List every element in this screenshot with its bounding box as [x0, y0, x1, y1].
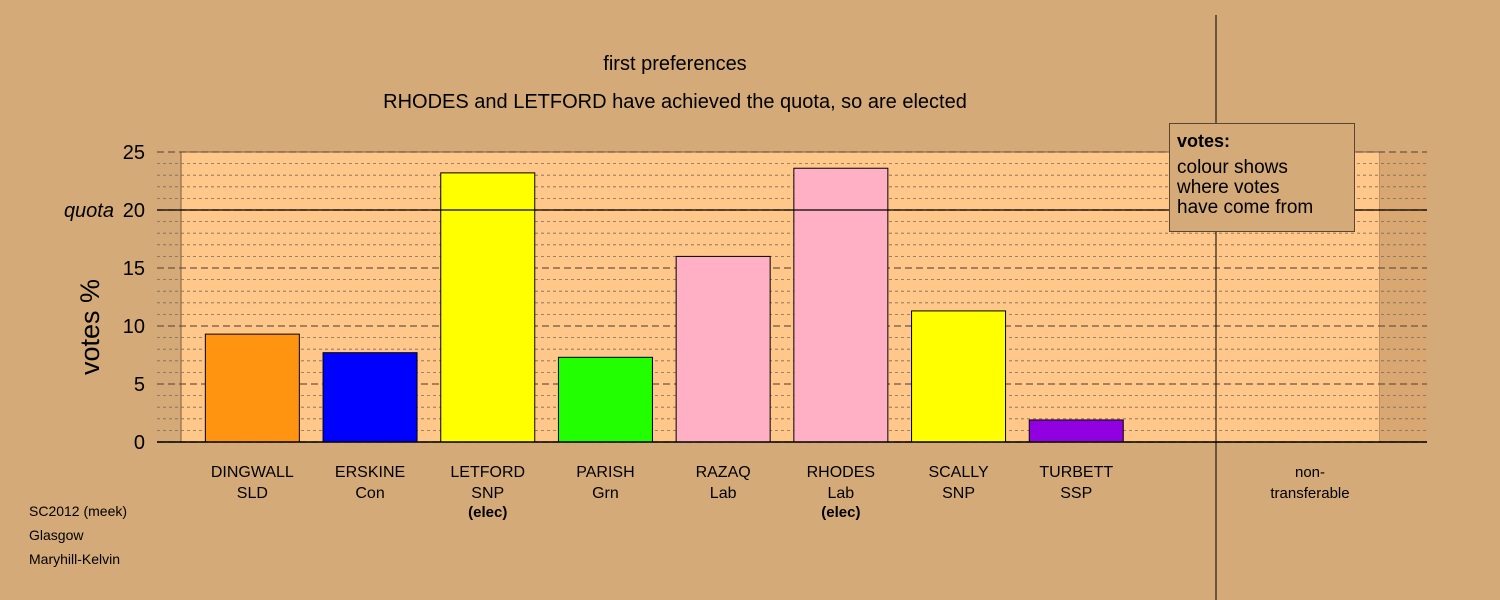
- elected-label: (elec): [821, 504, 860, 521]
- y-tick-label: 5: [134, 374, 145, 396]
- party-label: Lab: [710, 485, 737, 502]
- y-tick-label: 20: [123, 200, 145, 222]
- y-tick-label: 0: [134, 432, 145, 454]
- candidate-name: RHODES: [807, 464, 875, 481]
- y-axis-label: votes %: [75, 279, 105, 375]
- bar: [204, 333, 300, 443]
- elected-label: (elec): [468, 504, 507, 521]
- party-label: Con: [355, 485, 384, 502]
- candidate-name: SCALLY: [928, 464, 989, 481]
- legend-title: votes:: [1177, 131, 1231, 151]
- chart-title: first preferences: [603, 53, 746, 75]
- caption-method: SC2012 (meek): [29, 503, 128, 519]
- candidate-name: DINGWALL: [211, 464, 294, 481]
- non-transferable-label: non-: [1295, 464, 1325, 481]
- quota-label: quota: [64, 200, 114, 222]
- bar: [675, 255, 771, 443]
- party-label: SNP: [471, 485, 504, 502]
- candidate-name: RAZAQ: [696, 464, 751, 481]
- legend-line: have come from: [1177, 197, 1314, 218]
- non-transferable-label: transferable: [1270, 485, 1349, 502]
- candidate-name: PARISH: [576, 464, 634, 481]
- legend-line: colour shows: [1177, 157, 1288, 178]
- right-panel: [1380, 152, 1427, 442]
- chart-subtitle: RHODES and LETFORD have achieved the quo…: [383, 91, 967, 113]
- candidate-name: ERSKINE: [335, 464, 405, 481]
- legend-line: where votes: [1177, 177, 1280, 198]
- candidate-name: LETFORD: [450, 464, 525, 481]
- party-label: SNP: [942, 485, 975, 502]
- party-label: SSP: [1060, 485, 1092, 502]
- bar: [793, 167, 889, 443]
- legend-box: votes: colour shows where votes have com…: [1169, 123, 1355, 232]
- bar: [1028, 419, 1124, 443]
- bar: [322, 352, 418, 443]
- y-tick-label: 15: [123, 258, 145, 280]
- party-label: Grn: [592, 485, 619, 502]
- party-label: Lab: [827, 485, 854, 502]
- y-tick-label: 25: [123, 142, 145, 164]
- caption-ward: Maryhill-Kelvin: [29, 551, 121, 567]
- bar: [911, 310, 1007, 443]
- candidate-name: TURBETT: [1039, 464, 1113, 481]
- party-label: SLD: [237, 485, 268, 502]
- caption-council: Glasgow: [29, 527, 84, 543]
- bar: [557, 356, 653, 443]
- bar: [440, 172, 536, 443]
- y-tick-label: 10: [123, 316, 145, 338]
